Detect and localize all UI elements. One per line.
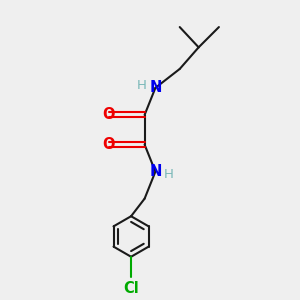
Text: Cl: Cl (123, 281, 139, 296)
Text: O: O (102, 137, 114, 152)
Text: N: N (149, 80, 162, 95)
Text: H: H (137, 79, 147, 92)
Text: N: N (149, 164, 162, 179)
Text: H: H (164, 168, 174, 181)
Text: O: O (102, 107, 114, 122)
